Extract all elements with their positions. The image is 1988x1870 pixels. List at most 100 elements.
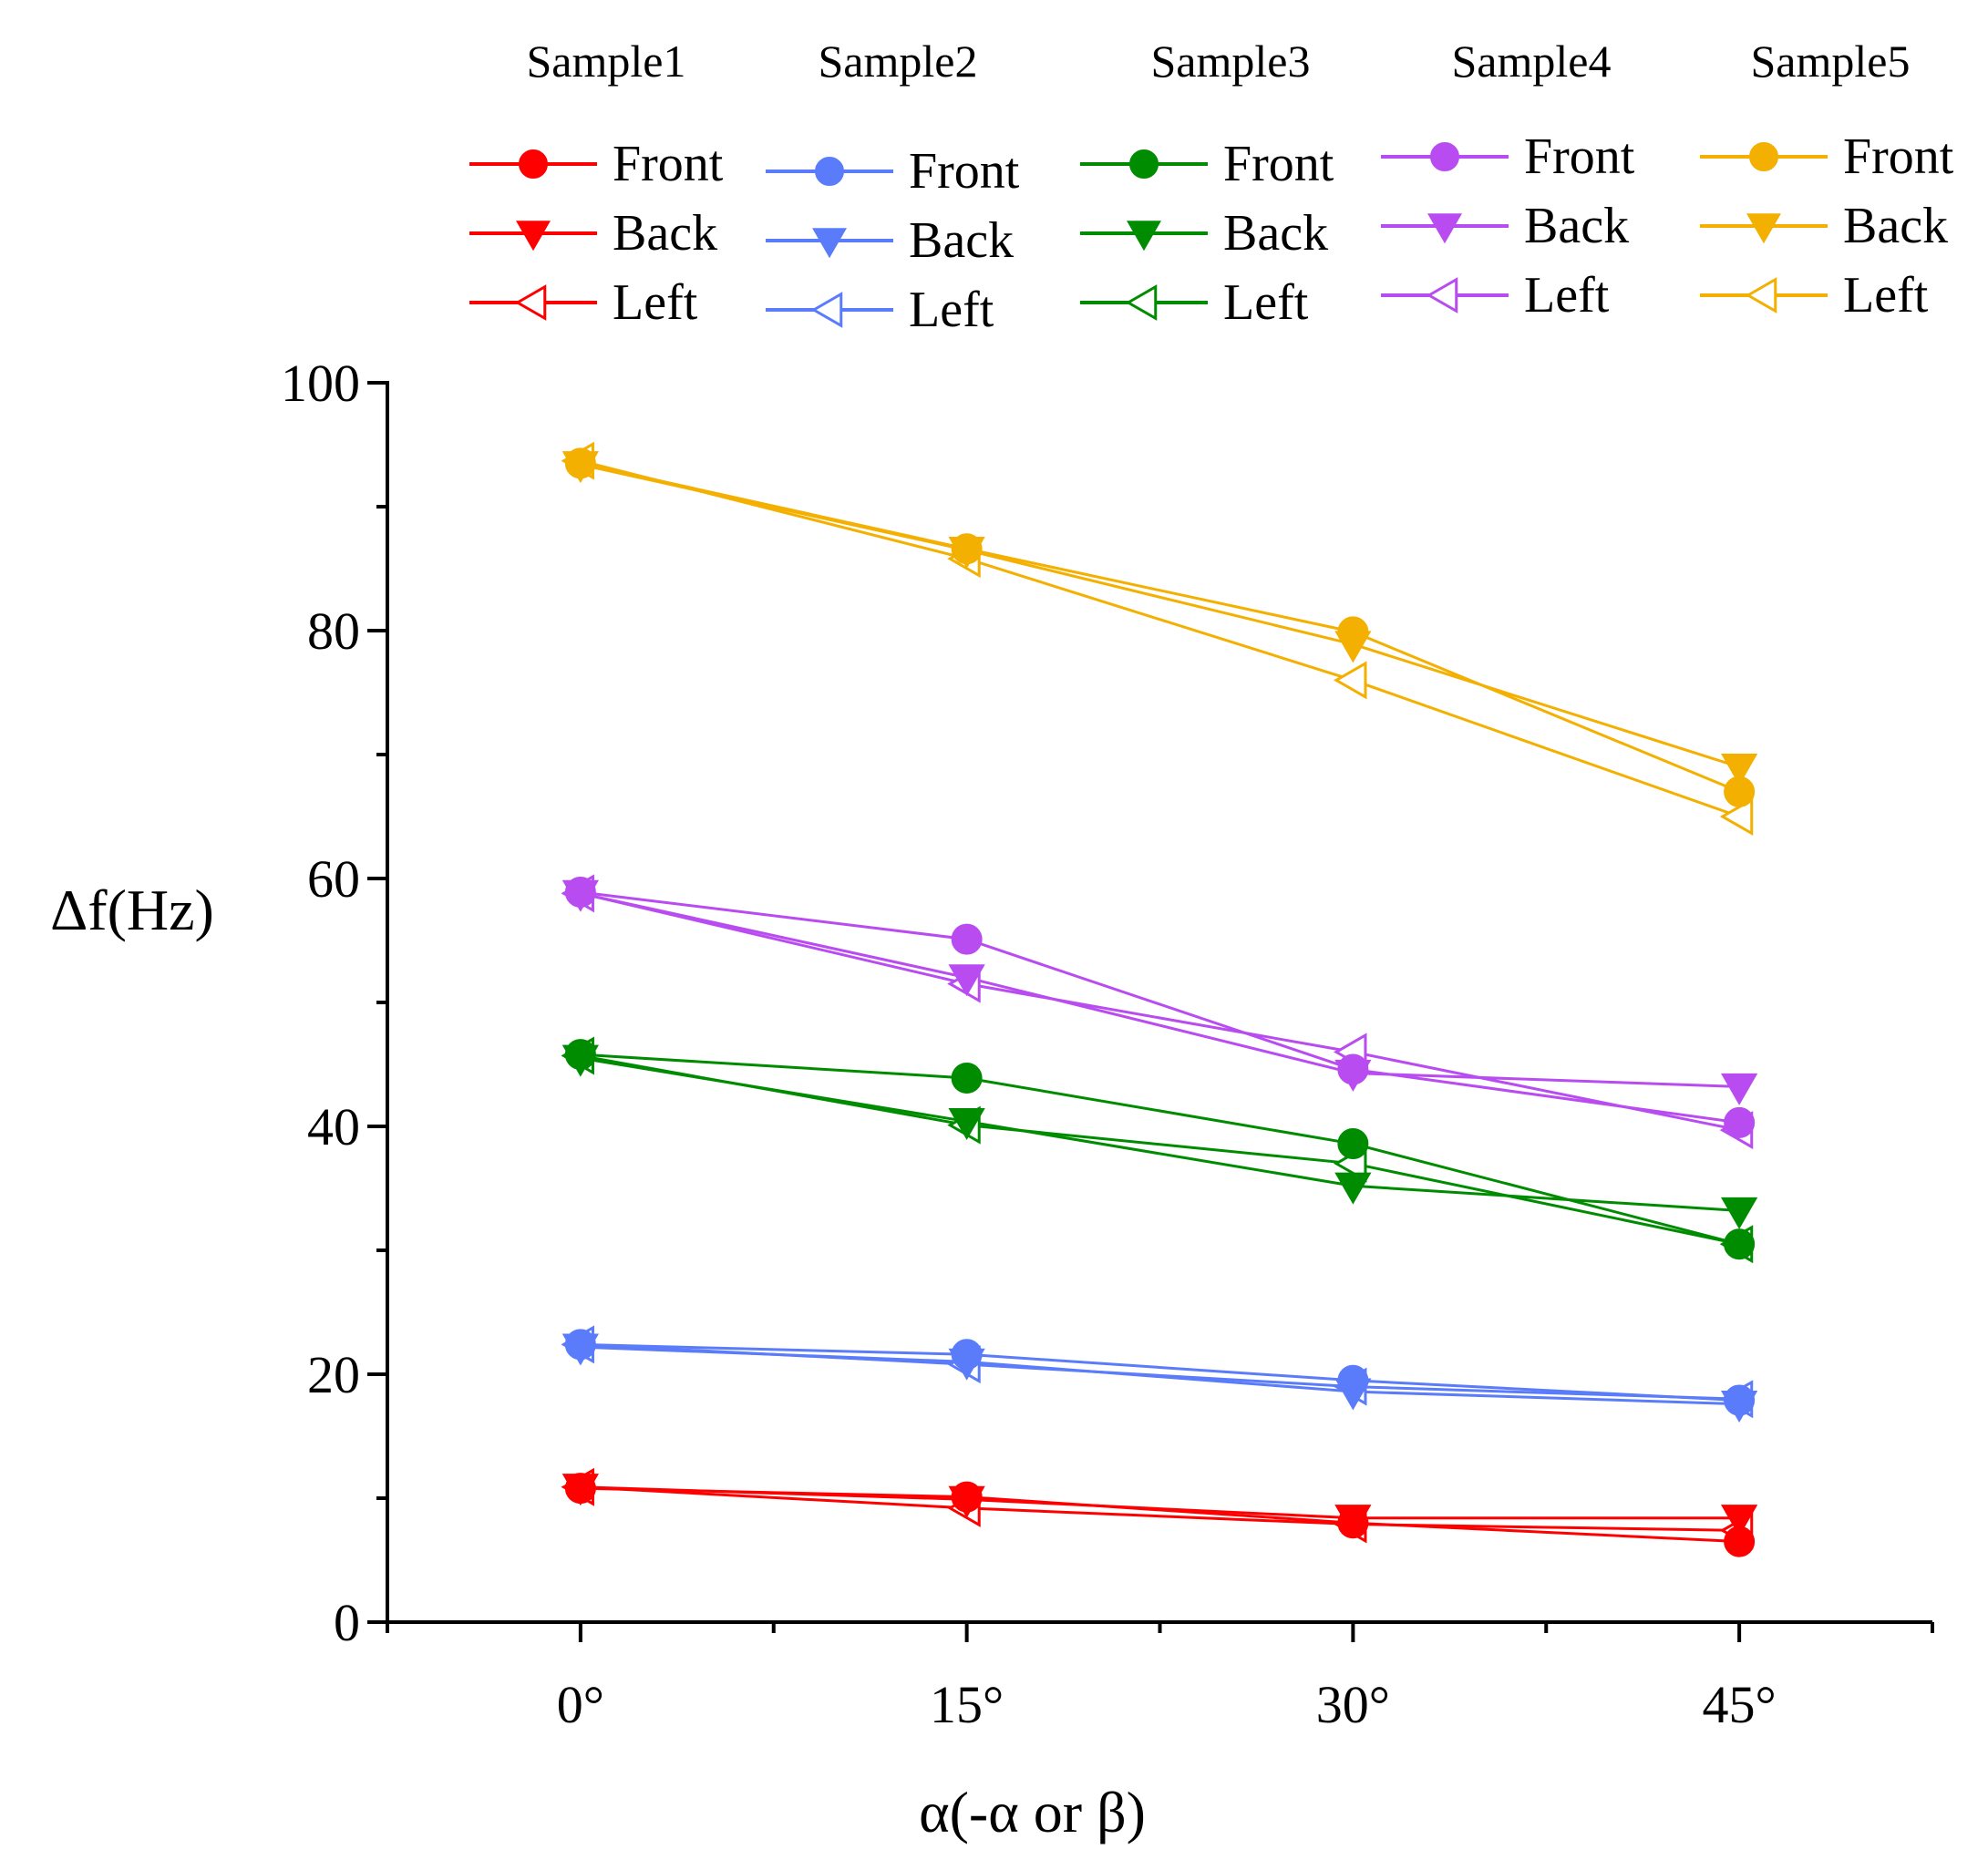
legend-sample-title: Sample4 bbox=[1452, 36, 1612, 87]
legend-label: Front bbox=[1524, 128, 1635, 185]
legend-marker bbox=[1125, 284, 1158, 321]
data-point-sample5-front bbox=[564, 447, 596, 479]
y-tick-label: 40 bbox=[307, 1097, 360, 1156]
legend-sample-title: Sample3 bbox=[1151, 36, 1311, 87]
x-tick-label: 45° bbox=[1703, 1675, 1777, 1734]
series-line-sample5-left bbox=[580, 459, 1740, 818]
legend: Sample1 Front Back Left Sample2 Front Back Left… bbox=[469, 36, 1954, 338]
x-axis-label: α(-α or β) bbox=[919, 1780, 1146, 1844]
series-line-sample5-back bbox=[580, 463, 1740, 769]
data-point-sample3-front bbox=[564, 1039, 596, 1071]
legend-item: Left bbox=[469, 274, 698, 331]
data-point-sample3-back bbox=[1334, 1172, 1372, 1205]
series-line-sample2-back bbox=[580, 1345, 1740, 1406]
data-point-sample5-front bbox=[951, 533, 983, 565]
data-point-sample1-back bbox=[1720, 1505, 1758, 1537]
legend-marker bbox=[812, 228, 847, 259]
y-axis-label: Δf(Hz) bbox=[50, 878, 214, 942]
data-point-sample3-front bbox=[1337, 1128, 1369, 1160]
data-point-sample1-front bbox=[951, 1481, 983, 1513]
legend-item: Front bbox=[1080, 136, 1334, 192]
legend-label: Front bbox=[1843, 128, 1954, 185]
legend-label: Left bbox=[1524, 267, 1610, 324]
legend-item: Left bbox=[1381, 267, 1610, 324]
y-tick-label: 0 bbox=[334, 1593, 360, 1652]
x-tick-label: 0° bbox=[557, 1675, 604, 1734]
data-point-sample4-front bbox=[564, 876, 596, 908]
series-line-sample5-front bbox=[580, 461, 1740, 794]
legend-marker bbox=[519, 149, 548, 179]
data-point-sample3-back bbox=[948, 1107, 985, 1140]
legend-item: Front bbox=[766, 143, 1020, 200]
data-point-sample4-front bbox=[1724, 1106, 1756, 1138]
y-axis-ticks: 0 20 40 60 80 100 bbox=[281, 354, 387, 1652]
legend-marker bbox=[1745, 277, 1777, 313]
legend-label: Back bbox=[1843, 198, 1948, 254]
legend-marker bbox=[1426, 277, 1458, 313]
data-point-sample2-front bbox=[1337, 1364, 1369, 1396]
legend-label: Front bbox=[1223, 136, 1334, 192]
legend-marker bbox=[1746, 213, 1781, 244]
legend-label: Front bbox=[909, 143, 1020, 200]
data-point-sample2-front bbox=[564, 1329, 596, 1361]
data-point-sample5-left bbox=[1719, 797, 1754, 836]
series-line-sample1-left bbox=[580, 1485, 1740, 1532]
sample-group-5 bbox=[561, 441, 1758, 836]
data-point-sample3-back bbox=[1720, 1197, 1758, 1229]
y-tick-label: 60 bbox=[307, 849, 360, 909]
data-point-sample3-front bbox=[951, 1062, 983, 1094]
y-tick-label: 20 bbox=[307, 1345, 360, 1404]
data-point-sample4-back bbox=[948, 964, 985, 997]
legend-label: Back bbox=[613, 205, 717, 262]
legend-sample-title: Sample2 bbox=[819, 36, 978, 87]
sample-group-2 bbox=[561, 1325, 1758, 1423]
legend-label: Front bbox=[613, 136, 724, 192]
legend-item: Back bbox=[1080, 205, 1328, 262]
series-line-sample3-left bbox=[580, 1054, 1740, 1246]
legend-item: Left bbox=[1080, 274, 1309, 331]
data-point-sample5-back bbox=[1720, 754, 1758, 786]
legend-item: Front bbox=[1700, 128, 1954, 185]
series-line-sample2-front bbox=[580, 1342, 1740, 1402]
legend-item: Back bbox=[1700, 198, 1948, 254]
data-point-sample2-front bbox=[951, 1339, 983, 1371]
y-tick-label: 100 bbox=[281, 354, 360, 413]
y-tick-label: 80 bbox=[307, 601, 360, 661]
legend-marker bbox=[815, 157, 844, 186]
sample-group-1 bbox=[561, 1467, 1758, 1557]
legend-label: Back bbox=[1223, 205, 1328, 262]
data-point-sample1-front bbox=[1724, 1526, 1756, 1557]
legend-item: Front bbox=[1381, 128, 1635, 185]
legend-item: Back bbox=[766, 212, 1014, 269]
legend-item: Front bbox=[469, 136, 724, 192]
series-line-sample4-front bbox=[580, 890, 1740, 1125]
legend-marker bbox=[1430, 142, 1459, 171]
legend-item: Left bbox=[1700, 267, 1929, 324]
sample-group-3 bbox=[561, 1036, 1758, 1264]
series-layer bbox=[561, 441, 1758, 1557]
legend-label: Left bbox=[1223, 274, 1309, 331]
legend-item: Left bbox=[766, 282, 994, 338]
data-point-sample5-left bbox=[1333, 661, 1367, 700]
x-axis-ticks: 0° 15° 30° 45° bbox=[386, 1622, 1934, 1734]
data-point-sample5-front bbox=[1724, 776, 1756, 807]
data-point-sample4-front bbox=[951, 923, 983, 955]
axes: 0 20 40 60 80 100 0° 15° 30° 45° Δf(Hz) α(-α or … bbox=[50, 354, 1934, 1844]
data-point-sample3-front bbox=[1724, 1228, 1756, 1260]
legend-sample-title: Sample5 bbox=[1751, 36, 1911, 87]
legend-marker bbox=[1749, 142, 1778, 171]
legend-marker bbox=[1129, 149, 1159, 179]
legend-marker bbox=[1427, 213, 1462, 244]
legend-label: Left bbox=[909, 282, 994, 338]
legend-marker bbox=[1127, 221, 1161, 252]
data-point-sample5-front bbox=[1337, 616, 1369, 648]
legend-item: Back bbox=[1381, 198, 1629, 254]
sample-group-4 bbox=[561, 874, 1758, 1150]
legend-marker bbox=[810, 292, 843, 328]
series-line-sample3-front bbox=[580, 1053, 1740, 1246]
x-tick-label: 30° bbox=[1316, 1675, 1390, 1734]
data-point-sample2-front bbox=[1724, 1384, 1756, 1416]
data-point-sample4-back bbox=[1720, 1073, 1758, 1105]
